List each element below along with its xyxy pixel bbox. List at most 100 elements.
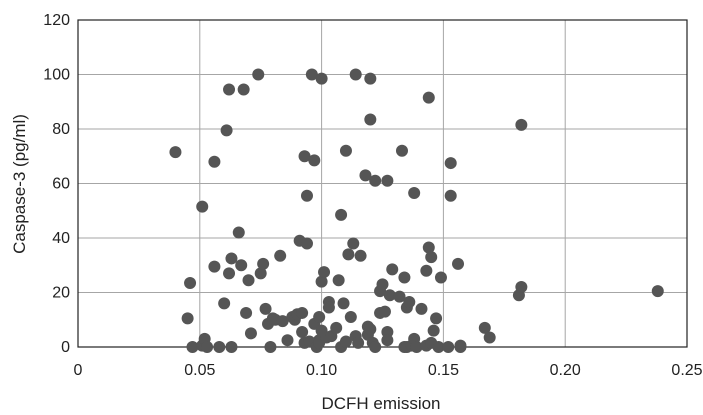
data-point [359,169,372,182]
x-axis-title: DCFH emission [321,394,440,413]
data-point [257,257,270,270]
data-point [381,334,394,347]
y-tick-label: 120 [43,12,70,29]
y-tick-label: 40 [52,230,70,247]
data-point [308,154,321,167]
y-tick-label: 80 [52,121,70,138]
data-point [240,306,253,319]
data-point [332,274,345,287]
x-tick-label: 0.10 [306,362,337,379]
data-point [344,311,357,324]
data-point [369,174,382,187]
y-tick-label: 20 [52,285,70,302]
data-point [342,248,355,261]
data-point [184,276,197,289]
data-point [208,260,221,273]
data-point [420,264,433,277]
data-point [186,341,199,353]
data-point [232,226,245,239]
data-point [415,302,428,315]
data-point [313,311,326,324]
x-axis-tick-labels: 0 0.05 0.10 0.15 0.20 0.25 [74,362,703,379]
data-point [444,157,457,170]
data-point [434,271,447,284]
x-tick-label: 0.20 [550,362,581,379]
data-point [427,324,440,337]
data-point [254,267,267,280]
data-point [354,249,367,262]
data-point [444,189,457,202]
data-point [425,251,438,264]
data-point [223,267,236,280]
data-point [223,83,236,96]
data-point [478,321,491,334]
data-point [259,302,272,315]
data-point [225,341,238,353]
data-point [515,118,528,131]
data-point [422,91,435,104]
y-axis-title: Caspase-3 (pg/ml) [10,114,29,254]
data-point [281,334,294,347]
data-point [442,341,455,353]
data-point [335,208,348,221]
y-axis-tick-labels: 0 20 40 60 80 100 120 [43,12,70,356]
data-point [378,305,391,318]
data-point [264,341,277,353]
data-point [398,271,411,284]
data-point [300,189,313,202]
data-point [237,83,250,96]
data-point [208,155,221,168]
data-point [430,312,443,325]
data-point [410,341,423,353]
data-point [386,263,399,276]
data-point [213,341,226,353]
data-point [201,341,214,353]
x-tick-label: 0.15 [428,362,459,379]
data-point [515,281,528,294]
data-point [364,72,377,85]
data-point [395,144,408,157]
data-point [225,252,238,265]
plot-area-frame [77,19,688,348]
data-point [318,266,331,279]
data-point [298,150,311,163]
data-point [364,113,377,126]
data-point [244,327,257,340]
data-point [422,241,435,254]
y-tick-label: 60 [52,176,70,193]
data-point [364,323,377,336]
data-point [274,249,287,262]
data-point [403,296,416,309]
data-point [181,312,194,325]
data-point [296,326,309,339]
data-point [218,297,231,310]
data-point [452,257,465,270]
data-point [235,259,248,272]
data-point [296,306,309,319]
data-point [169,146,182,159]
data-point [315,275,328,288]
data-point [276,315,289,328]
data-point [315,72,328,85]
data-point [330,321,343,334]
data-point [369,341,382,353]
data-point [349,68,362,81]
data-point [454,341,467,353]
data-point [339,335,352,348]
data-point [220,124,233,137]
x-tick-label: 0 [74,362,83,379]
data-point [252,68,265,81]
data-point [381,174,394,187]
data-point [339,144,352,157]
x-tick-label: 0.25 [671,362,702,379]
data-point [322,301,335,314]
data-point [242,274,255,287]
data-point [483,331,496,344]
y-tick-label: 0 [61,339,70,356]
data-point [347,237,360,250]
x-tick-label: 0.05 [184,362,215,379]
data-point [408,187,421,200]
y-tick-label: 100 [43,67,70,84]
data-point [651,285,664,298]
